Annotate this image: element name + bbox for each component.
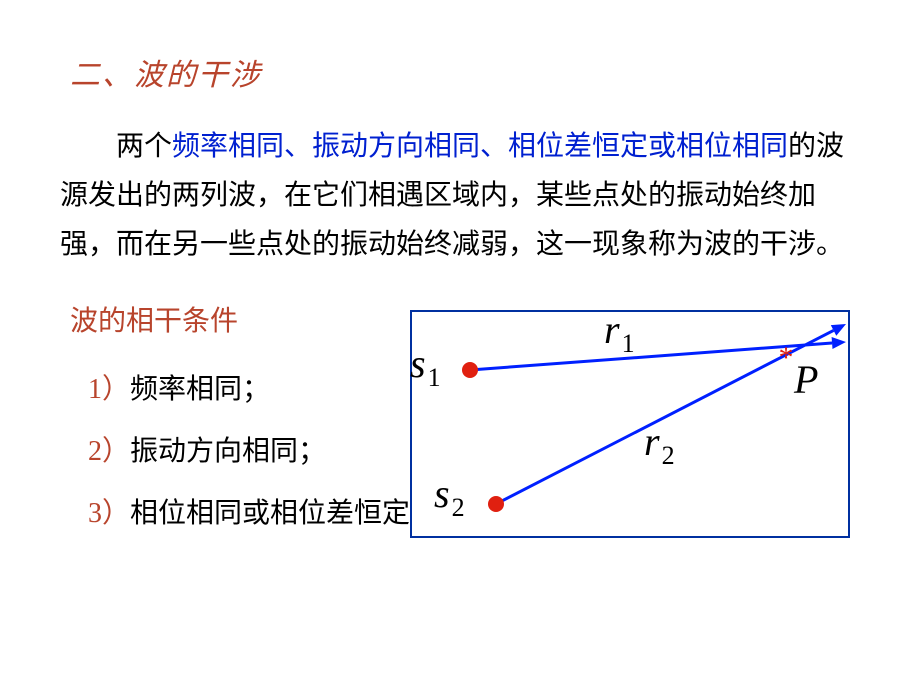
para-emphasis: 频率相同、振动方向相同、相位差恒定或相位相同 [172, 131, 788, 162]
label-s2: s2 [434, 470, 465, 523]
wave-interference-diagram: s1 s2 r1 r2 P * [410, 310, 850, 538]
list-num: 1） [88, 374, 130, 405]
list-num: 3） [88, 498, 130, 529]
list-text: 相位相同或相位差恒定。 [130, 498, 438, 529]
label-s1: s1 [410, 340, 441, 393]
list-text: 频率相同； [130, 374, 270, 405]
point-p-star: * [779, 341, 794, 375]
para-lead: 两个 [116, 131, 172, 162]
definition-paragraph: 两个频率相同、振动方向相同、相位差恒定或相位相同的波源发出的两列波，在它们相遇区… [60, 122, 860, 269]
label-p: P [794, 356, 818, 403]
label-r2: r2 [644, 418, 675, 471]
list-num: 2） [88, 436, 130, 467]
label-r1: r1 [604, 306, 635, 359]
list-text: 振动方向相同； [130, 436, 326, 467]
section-title: 二、波的干涉 [70, 50, 860, 94]
